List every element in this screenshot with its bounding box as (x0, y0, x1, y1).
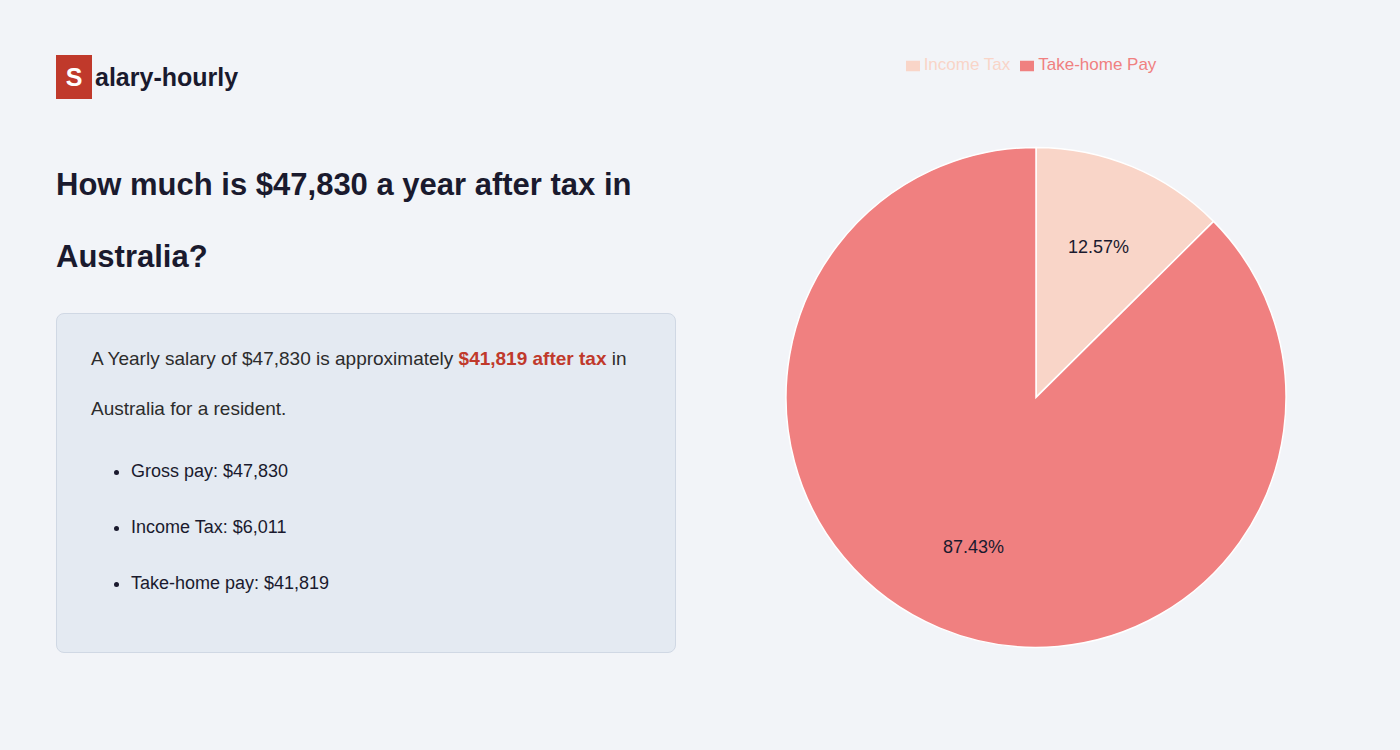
svg-text:12.57%: 12.57% (1068, 237, 1129, 257)
html-text:S: S (65, 62, 83, 91)
html-text:Income Tax: $6,011: Income Tax: $6,011 (131, 517, 287, 537)
html-text:Gross pay: $47,830: Gross pay: $47,830 (131, 461, 289, 481)
html-text:Income Tax: Income Tax (923, 55, 1011, 74)
html-text:Take-home pay: $41,819: Take-home pay: $41,819 (131, 573, 330, 593)
html-text:Australia for a resident.: Australia for a resident. (91, 398, 287, 419)
svg-text:87.43%: 87.43% (943, 537, 1004, 557)
html-text:A Yearly salary of $47,830 is: A Yearly salary of $47,830 is approximat… (91, 348, 627, 369)
html-text:alary-hourly: alary-hourly (95, 62, 239, 91)
html-text:Take-home Pay: Take-home Pay (1038, 55, 1157, 74)
html-text:How much is $47,830 a year aft: How much is $47,830 a year after tax in … (56, 167, 632, 274)
